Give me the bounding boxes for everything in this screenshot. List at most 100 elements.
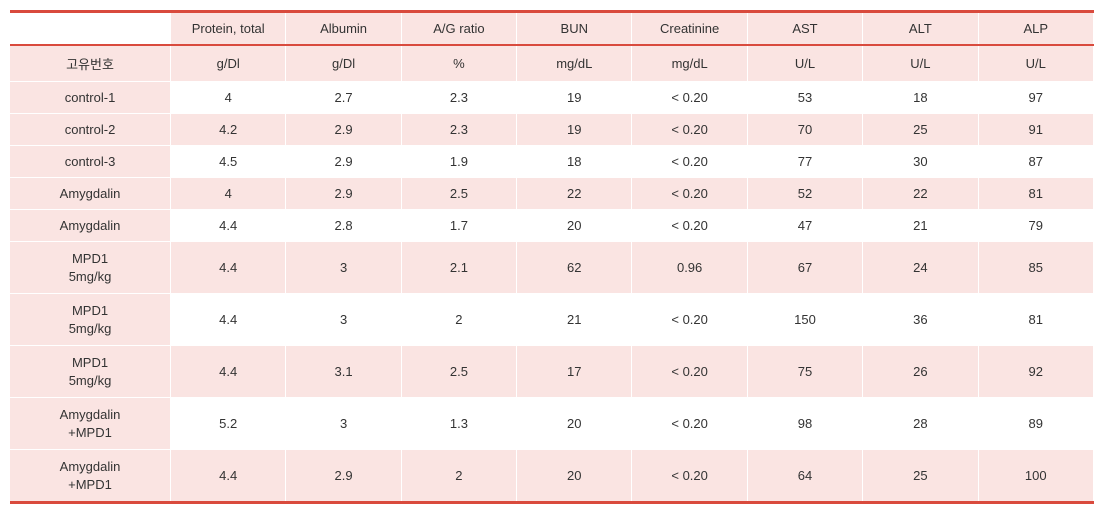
cell: 18: [517, 146, 632, 178]
col-unit: g/Dl: [171, 45, 286, 82]
cell: 79: [978, 210, 1093, 242]
table-row: control-1 4 2.7 2.3 19 < 0.20 53 18 97: [10, 82, 1094, 114]
cell: 20: [517, 398, 632, 450]
cell: 2.9: [286, 450, 401, 503]
cell: 20: [517, 210, 632, 242]
table-row: control-3 4.5 2.9 1.9 18 < 0.20 77 30 87: [10, 146, 1094, 178]
col-header: A/G ratio: [401, 12, 516, 46]
cell: 4: [171, 178, 286, 210]
cell: 1.7: [401, 210, 516, 242]
cell: 5.2: [171, 398, 286, 450]
cell: < 0.20: [632, 398, 747, 450]
cell: 64: [747, 450, 862, 503]
cell: < 0.20: [632, 294, 747, 346]
row-label: Amygdalin+MPD1: [10, 398, 171, 450]
cell: 25: [863, 114, 978, 146]
cell: 4.4: [171, 346, 286, 398]
cell: 91: [978, 114, 1093, 146]
col-unit: mg/dL: [517, 45, 632, 82]
cell: 4.5: [171, 146, 286, 178]
cell: 2.9: [286, 146, 401, 178]
cell: 28: [863, 398, 978, 450]
table-row: Amygdalin+MPD1 4.4 2.9 2 20 < 0.20 64 25…: [10, 450, 1094, 503]
col-header: ALT: [863, 12, 978, 46]
col-unit: U/L: [863, 45, 978, 82]
cell: < 0.20: [632, 146, 747, 178]
cell: 2: [401, 294, 516, 346]
cell: 4.4: [171, 450, 286, 503]
table-body: control-1 4 2.7 2.3 19 < 0.20 53 18 97 c…: [10, 82, 1094, 503]
cell: < 0.20: [632, 210, 747, 242]
row-label: Amygdalin: [10, 210, 171, 242]
table-row: MPD15mg/kg 4.4 3.1 2.5 17 < 0.20 75 26 9…: [10, 346, 1094, 398]
cell: 2.9: [286, 178, 401, 210]
row-label: MPD15mg/kg: [10, 242, 171, 294]
header-row-labels: Protein, total Albumin A/G ratio BUN Cre…: [10, 12, 1094, 46]
col-header: Albumin: [286, 12, 401, 46]
data-table: Protein, total Albumin A/G ratio BUN Cre…: [10, 10, 1094, 504]
cell: 4.4: [171, 210, 286, 242]
cell: 150: [747, 294, 862, 346]
col-header: Creatinine: [632, 12, 747, 46]
table-header: Protein, total Albumin A/G ratio BUN Cre…: [10, 12, 1094, 82]
cell: 53: [747, 82, 862, 114]
cell: 2.7: [286, 82, 401, 114]
cell: 100: [978, 450, 1093, 503]
cell: 87: [978, 146, 1093, 178]
cell: 30: [863, 146, 978, 178]
cell: 19: [517, 114, 632, 146]
cell: 36: [863, 294, 978, 346]
col-header: ALP: [978, 12, 1093, 46]
col-header: AST: [747, 12, 862, 46]
cell: 67: [747, 242, 862, 294]
col-header: BUN: [517, 12, 632, 46]
cell: 21: [517, 294, 632, 346]
row-label: control-1: [10, 82, 171, 114]
row-label: control-2: [10, 114, 171, 146]
cell: 75: [747, 346, 862, 398]
header-corner-cell: [10, 12, 171, 46]
cell: 97: [978, 82, 1093, 114]
cell: 2: [401, 450, 516, 503]
cell: 2.1: [401, 242, 516, 294]
cell: 2.9: [286, 114, 401, 146]
table-row: control-2 4.2 2.9 2.3 19 < 0.20 70 25 91: [10, 114, 1094, 146]
table-row: MPD15mg/kg 4.4 3 2 21 < 0.20 150 36 81: [10, 294, 1094, 346]
cell: < 0.20: [632, 82, 747, 114]
cell: 92: [978, 346, 1093, 398]
col-header: Protein, total: [171, 12, 286, 46]
cell: 85: [978, 242, 1093, 294]
row-label: Amygdalin+MPD1: [10, 450, 171, 503]
cell: 22: [517, 178, 632, 210]
cell: 19: [517, 82, 632, 114]
col-unit: U/L: [978, 45, 1093, 82]
row-label: MPD15mg/kg: [10, 346, 171, 398]
cell: 0.96: [632, 242, 747, 294]
cell: 2.8: [286, 210, 401, 242]
cell: 3: [286, 242, 401, 294]
cell: 22: [863, 178, 978, 210]
cell: 4.2: [171, 114, 286, 146]
cell: 4: [171, 82, 286, 114]
cell: 3.1: [286, 346, 401, 398]
cell: 25: [863, 450, 978, 503]
row-label-header: 고유번호: [10, 45, 171, 82]
cell: 18: [863, 82, 978, 114]
cell: 2.3: [401, 114, 516, 146]
table-row: Amygdalin 4 2.9 2.5 22 < 0.20 52 22 81: [10, 178, 1094, 210]
table-row: Amygdalin+MPD1 5.2 3 1.3 20 < 0.20 98 28…: [10, 398, 1094, 450]
cell: 3: [286, 398, 401, 450]
cell: 2.3: [401, 82, 516, 114]
cell: < 0.20: [632, 450, 747, 503]
header-row-units: 고유번호 g/Dl g/Dl % mg/dL mg/dL U/L U/L U/L: [10, 45, 1094, 82]
cell: < 0.20: [632, 346, 747, 398]
cell: 4.4: [171, 242, 286, 294]
cell: 20: [517, 450, 632, 503]
cell: 1.9: [401, 146, 516, 178]
cell: 4.4: [171, 294, 286, 346]
row-label: control-3: [10, 146, 171, 178]
cell: 89: [978, 398, 1093, 450]
col-unit: mg/dL: [632, 45, 747, 82]
col-unit: U/L: [747, 45, 862, 82]
col-unit: g/Dl: [286, 45, 401, 82]
